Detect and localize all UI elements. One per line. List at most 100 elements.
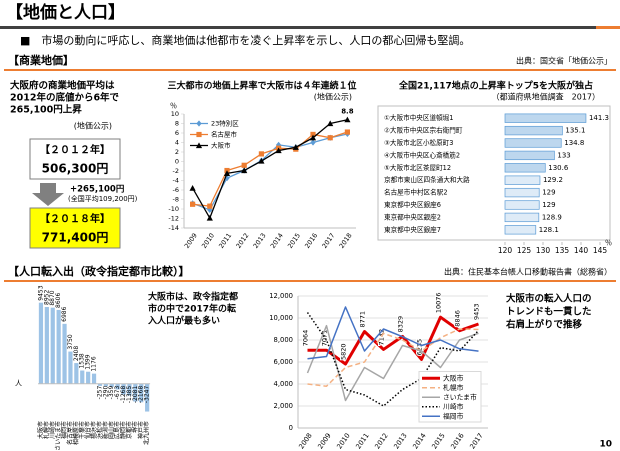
- note-line: 2012年の底値から6年で: [10, 92, 120, 104]
- legend-label: 23特別区: [211, 119, 239, 128]
- chart-title: 三大都市の地価上昇率で大阪市は４年連続１位: [167, 80, 356, 92]
- x-tick-label: 2016: [449, 432, 465, 451]
- series-line: [306, 324, 479, 402]
- legend-label: さいたま市: [443, 392, 477, 401]
- chart-subtitle: (地価公示): [314, 92, 352, 102]
- marker: [276, 141, 282, 148]
- bar: [97, 383, 103, 386]
- bar: [127, 383, 132, 396]
- bar: [103, 383, 108, 387]
- x-tick-label: 2017: [468, 432, 484, 451]
- category-label: 東京都中央区銀座6: [384, 200, 441, 209]
- box-2012: [29, 138, 121, 180]
- legend-marker: [196, 131, 202, 138]
- y-tick-label: 10,000: [269, 314, 293, 322]
- legend-label: 川崎市: [443, 402, 464, 411]
- data-label: 130.6: [548, 164, 569, 172]
- bar: [504, 150, 555, 161]
- title-rule: [0, 26, 620, 29]
- data-label: 128.1: [539, 226, 559, 234]
- category-label: ①大阪市中央区道頓堀1: [384, 113, 453, 122]
- legend-marker: [195, 142, 203, 149]
- arrow: [32, 183, 64, 206]
- y-tick-label: 8: [175, 120, 179, 128]
- x-tick-label: 静岡市: [119, 421, 127, 439]
- series-line: [192, 131, 348, 207]
- y-tick-label: 6: [175, 129, 179, 137]
- data-label: -257: [96, 386, 103, 400]
- data-label: -3247: [144, 386, 151, 404]
- y-tick-label: 10: [171, 110, 179, 118]
- marker: [189, 185, 196, 191]
- x-tick-label: 千葉市: [78, 421, 86, 439]
- data-label: 7142: [378, 329, 386, 346]
- bar: [86, 371, 91, 384]
- bar: [121, 383, 126, 395]
- bar: [504, 113, 587, 123]
- marker: [258, 157, 265, 164]
- note-line: 大阪府の商業地価平均は: [10, 80, 115, 92]
- source: 出典：住民基本台帳人口移動報告書（総務省）: [444, 267, 612, 277]
- data-label: 135.1: [565, 127, 585, 135]
- x-tick-label: 岡山市: [107, 421, 115, 439]
- x-tick-label: 大阪市: [36, 421, 44, 439]
- data-label: -1385: [126, 386, 133, 404]
- x-tick-label: 2008: [297, 432, 313, 451]
- y-tick-label: 4: [175, 139, 179, 147]
- x-tick-label: 135: [555, 246, 570, 255]
- x-tick-label: 福岡市: [60, 421, 68, 439]
- ranking-frame: [377, 105, 611, 241]
- category-label: ⑤大阪市北区茶屋町12: [384, 163, 451, 172]
- bar: [504, 212, 540, 223]
- note-line: 大阪市の転入人口の: [506, 293, 592, 305]
- data-label: 9453: [37, 285, 44, 300]
- category-label: 京都市東山区四条通大和大路: [384, 175, 470, 184]
- data-label: 1399: [85, 354, 92, 369]
- x-tick-label: 145: [593, 246, 608, 255]
- note-line: 入人口が最も多い: [147, 315, 220, 327]
- category-label: 東京都中央区銀座2: [384, 212, 441, 221]
- marker: [207, 203, 213, 209]
- x-tick-label: 130: [536, 246, 551, 255]
- marker: [206, 214, 213, 221]
- data-label: 7071: [321, 330, 329, 347]
- y-tick-label: -10: [168, 205, 179, 213]
- x-tick-label: 2013: [252, 232, 268, 250]
- data-label: 8846: [454, 310, 462, 327]
- section-heading: 【商業地価】: [8, 53, 74, 67]
- note-line: トレンドも一貫した: [506, 307, 592, 318]
- y-tick-label: 4,000: [274, 380, 293, 388]
- data-label: 8952: [43, 290, 50, 305]
- legend-label: 札幌市: [443, 383, 464, 392]
- y-tick-label: -2: [173, 167, 179, 175]
- series-line: [307, 328, 479, 387]
- marker: [258, 151, 264, 157]
- x-tick-label: 相模原市: [72, 421, 80, 445]
- marker: [310, 131, 316, 138]
- increase: +265,100円: [70, 185, 124, 195]
- bar: [74, 363, 79, 384]
- box-label: 【２０１８年】: [40, 212, 110, 225]
- x-tick-label: 2015: [286, 232, 302, 250]
- x-tick-label: 堺市: [131, 421, 139, 433]
- y-axis-label: 人: [15, 380, 22, 388]
- marker: [223, 170, 231, 176]
- data-label: 9453: [473, 303, 481, 320]
- data-label: 128.9: [542, 213, 562, 221]
- section-heading: 【人口転入出（政令指定都市比較）】: [8, 264, 190, 278]
- x-tick-label: 2016: [303, 232, 319, 250]
- category-label: 名古屋市中村区名駅2: [384, 188, 448, 197]
- category-label: ②大阪市中央区宗右衛門町: [384, 126, 463, 135]
- x-tick-label: 2018: [338, 232, 354, 250]
- data-label: 133: [557, 151, 570, 159]
- box-value: 771,400円: [42, 231, 109, 245]
- national-average: (全国平均109,200円): [68, 194, 138, 203]
- series-line: [192, 119, 348, 219]
- bar: [145, 383, 150, 412]
- data-label: 8329: [397, 316, 405, 333]
- y-tick-label: 8,000: [274, 336, 293, 344]
- x-tick-label: 2009: [183, 232, 199, 250]
